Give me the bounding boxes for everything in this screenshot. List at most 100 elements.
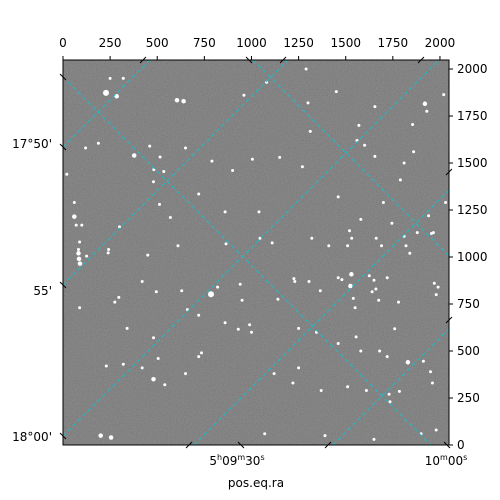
star-151 (300, 165, 304, 169)
x-pixel-label-1750: 1750 (378, 36, 409, 50)
star-5 (422, 101, 428, 107)
star-51 (310, 236, 314, 240)
star-90 (430, 381, 434, 385)
star-57 (351, 296, 355, 300)
star-119 (216, 285, 220, 289)
star-120 (200, 351, 203, 355)
star-110 (323, 434, 327, 438)
star-56 (348, 283, 353, 289)
star-114 (370, 290, 374, 294)
star-1 (114, 94, 119, 99)
x-axis-label: pos.eq.ra (228, 476, 284, 490)
dec-gridline-18-00 (193, 189, 449, 445)
star-97 (151, 376, 156, 382)
star-30 (224, 242, 228, 246)
pixel-axis-labels: 0 250 500 750 1000 1250 1500 1750 2000 0 250 500 750… (59, 36, 487, 452)
star-75 (197, 313, 201, 317)
star-113 (374, 287, 378, 291)
star-145 (72, 201, 76, 204)
star-86 (385, 355, 389, 359)
star-149 (397, 300, 400, 304)
ra-tick-bottom-2 (237, 441, 245, 449)
star-54 (180, 289, 184, 293)
y-pixel-label-250: 250 (457, 391, 480, 405)
star-83 (393, 327, 397, 331)
star-61 (372, 278, 376, 282)
star-19 (425, 109, 429, 113)
star-42 (78, 240, 82, 244)
dec-label-55: 55' (33, 284, 52, 298)
star-88 (421, 359, 425, 363)
star-11 (162, 170, 166, 173)
star-101 (291, 381, 295, 385)
star-138 (398, 178, 402, 182)
y-pixel-label-500: 500 (457, 344, 480, 358)
star-67 (117, 295, 121, 299)
star-38 (431, 231, 435, 235)
star-52 (140, 280, 144, 283)
star-4 (373, 105, 377, 109)
star-22 (74, 223, 78, 227)
star-39 (76, 256, 82, 262)
star-117 (240, 298, 244, 302)
star-150 (297, 326, 301, 330)
star-14 (250, 157, 254, 161)
star-70 (436, 285, 440, 289)
star-58 (336, 276, 340, 280)
star-121 (197, 355, 201, 359)
x-pixel-label-2000: 2000 (425, 36, 456, 50)
star-107 (108, 435, 114, 440)
dec-tick-right-2 (445, 316, 453, 324)
star-100 (272, 372, 276, 376)
star-112 (434, 428, 438, 432)
ra-tick-top-1 (139, 56, 147, 64)
star-106 (98, 433, 103, 438)
star-36 (146, 253, 150, 257)
star-95 (140, 366, 144, 370)
star-141 (121, 76, 125, 80)
ra-tick-top-4 (417, 56, 425, 64)
star-64 (307, 280, 311, 283)
star-8 (131, 153, 137, 158)
star-91 (397, 389, 401, 393)
star-28 (258, 236, 262, 240)
dec-gridline-17-55 (63, 60, 289, 286)
star-12 (308, 129, 312, 133)
star-131 (152, 180, 155, 184)
star-130 (257, 210, 261, 214)
dec-label-18-00: 18°00' (12, 430, 52, 444)
dec-gridline-17-50 (63, 60, 151, 148)
ra-tick-top-2 (245, 56, 253, 64)
star-96 (156, 357, 160, 360)
star-72 (434, 293, 438, 297)
star-47 (408, 251, 412, 255)
x-pixel-label-1000: 1000 (236, 36, 267, 50)
y-pixel-label-1750: 1750 (457, 109, 488, 123)
star-59 (349, 272, 354, 277)
star-7 (96, 141, 100, 145)
star-69 (385, 276, 389, 280)
star-71 (432, 281, 436, 285)
star-89 (429, 370, 432, 374)
dec-tick-right-1 (445, 168, 453, 176)
y-pixel-label-1500: 1500 (457, 156, 488, 170)
star-21 (72, 214, 77, 219)
star-40 (77, 261, 83, 266)
star-43 (85, 254, 89, 258)
star-15 (65, 172, 69, 176)
y-pixel-label-2000: 2000 (457, 62, 488, 76)
star-142 (242, 93, 246, 97)
ra-gridline-1 (63, 76, 432, 445)
star-126 (108, 76, 112, 80)
star-134 (381, 201, 385, 204)
star-76 (223, 321, 227, 325)
star-82 (354, 335, 358, 339)
star-41 (107, 248, 111, 251)
star-48 (404, 244, 408, 248)
dec-tick-left-2 (59, 281, 67, 289)
star-53 (208, 291, 214, 298)
dec-gridline-17-57 (63, 60, 440, 437)
star-6 (442, 93, 446, 97)
ra-label-09m30s: 5h09m30s (209, 453, 264, 468)
